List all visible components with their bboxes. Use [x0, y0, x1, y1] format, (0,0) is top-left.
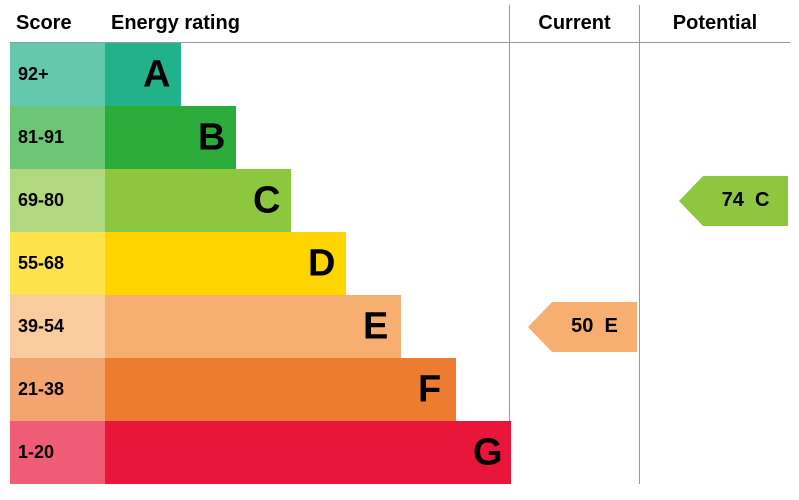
- arrow-body: 74 C: [703, 176, 788, 226]
- rating-cell: C: [105, 169, 510, 232]
- current-cell: [510, 106, 640, 169]
- current-cell: [510, 421, 640, 484]
- band-row: 69-80C74 C: [10, 169, 790, 232]
- rating-letter: B: [198, 116, 225, 159]
- potential-marker: 74 C: [679, 176, 788, 226]
- rating-cell: A: [105, 43, 510, 106]
- rating-letter: A: [143, 53, 170, 96]
- band-row: 21-38 F: [10, 358, 790, 421]
- rating-letter: D: [308, 242, 335, 285]
- potential-cell: [640, 232, 790, 295]
- potential-cell: [640, 421, 790, 484]
- header-rating: Energy rating: [105, 5, 510, 42]
- current-cell: 50 E: [510, 295, 640, 358]
- score-cell: 39-54: [10, 295, 105, 358]
- rating-cell: D: [105, 232, 510, 295]
- arrow-body: 50 E: [552, 302, 637, 352]
- score-cell: 55-68: [10, 232, 105, 295]
- arrow-head-icon: [679, 176, 703, 226]
- rating-letter: F: [418, 368, 441, 411]
- rating-cell: F: [105, 358, 510, 421]
- band-row: 81-91 B: [10, 106, 790, 169]
- current-marker: 50 E: [528, 302, 637, 352]
- rating-bar: [105, 358, 456, 421]
- band-row: 92+ A: [10, 43, 790, 106]
- band-row: 1-20 G: [10, 421, 790, 484]
- rating-letter: G: [473, 431, 503, 474]
- potential-cell: [640, 43, 790, 106]
- current-cell: [510, 232, 640, 295]
- rating-cell: G: [105, 421, 510, 484]
- score-cell: 92+: [10, 43, 105, 106]
- rating-letter: C: [253, 179, 280, 222]
- header-score: Score: [10, 5, 105, 42]
- epc-chart: Score Energy rating Current Potential 92…: [10, 5, 790, 484]
- potential-cell: 74 C: [640, 169, 790, 232]
- marker-value: 50: [571, 315, 593, 338]
- band-row: 39-54E50 E: [10, 295, 790, 358]
- rating-bar: [105, 421, 511, 484]
- score-cell: 69-80: [10, 169, 105, 232]
- score-cell: 1-20: [10, 421, 105, 484]
- marker-letter: C: [755, 189, 769, 212]
- band-row: 55-68 D: [10, 232, 790, 295]
- marker-letter: E: [605, 315, 618, 338]
- current-cell: [510, 169, 640, 232]
- marker-value: 74: [722, 189, 744, 212]
- rating-cell: E: [105, 295, 510, 358]
- current-cell: [510, 43, 640, 106]
- rating-bar: [105, 295, 401, 358]
- score-cell: 81-91: [10, 106, 105, 169]
- rating-letter: E: [363, 305, 388, 348]
- header-current: Current: [510, 5, 640, 42]
- arrow-head-icon: [528, 302, 552, 352]
- header-row: Score Energy rating Current Potential: [10, 5, 790, 43]
- potential-cell: [640, 295, 790, 358]
- bands-container: 92+A81-91B69-80C74 C55-68D39-54E50 E21-3…: [10, 43, 790, 484]
- potential-cell: [640, 358, 790, 421]
- rating-cell: B: [105, 106, 510, 169]
- header-potential: Potential: [640, 5, 790, 42]
- score-cell: 21-38: [10, 358, 105, 421]
- potential-cell: [640, 106, 790, 169]
- current-cell: [510, 358, 640, 421]
